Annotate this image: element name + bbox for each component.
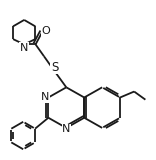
Text: N: N <box>41 92 49 102</box>
Text: N: N <box>20 43 28 53</box>
Text: O: O <box>41 26 50 36</box>
Text: S: S <box>51 61 58 74</box>
Text: N: N <box>62 124 71 134</box>
